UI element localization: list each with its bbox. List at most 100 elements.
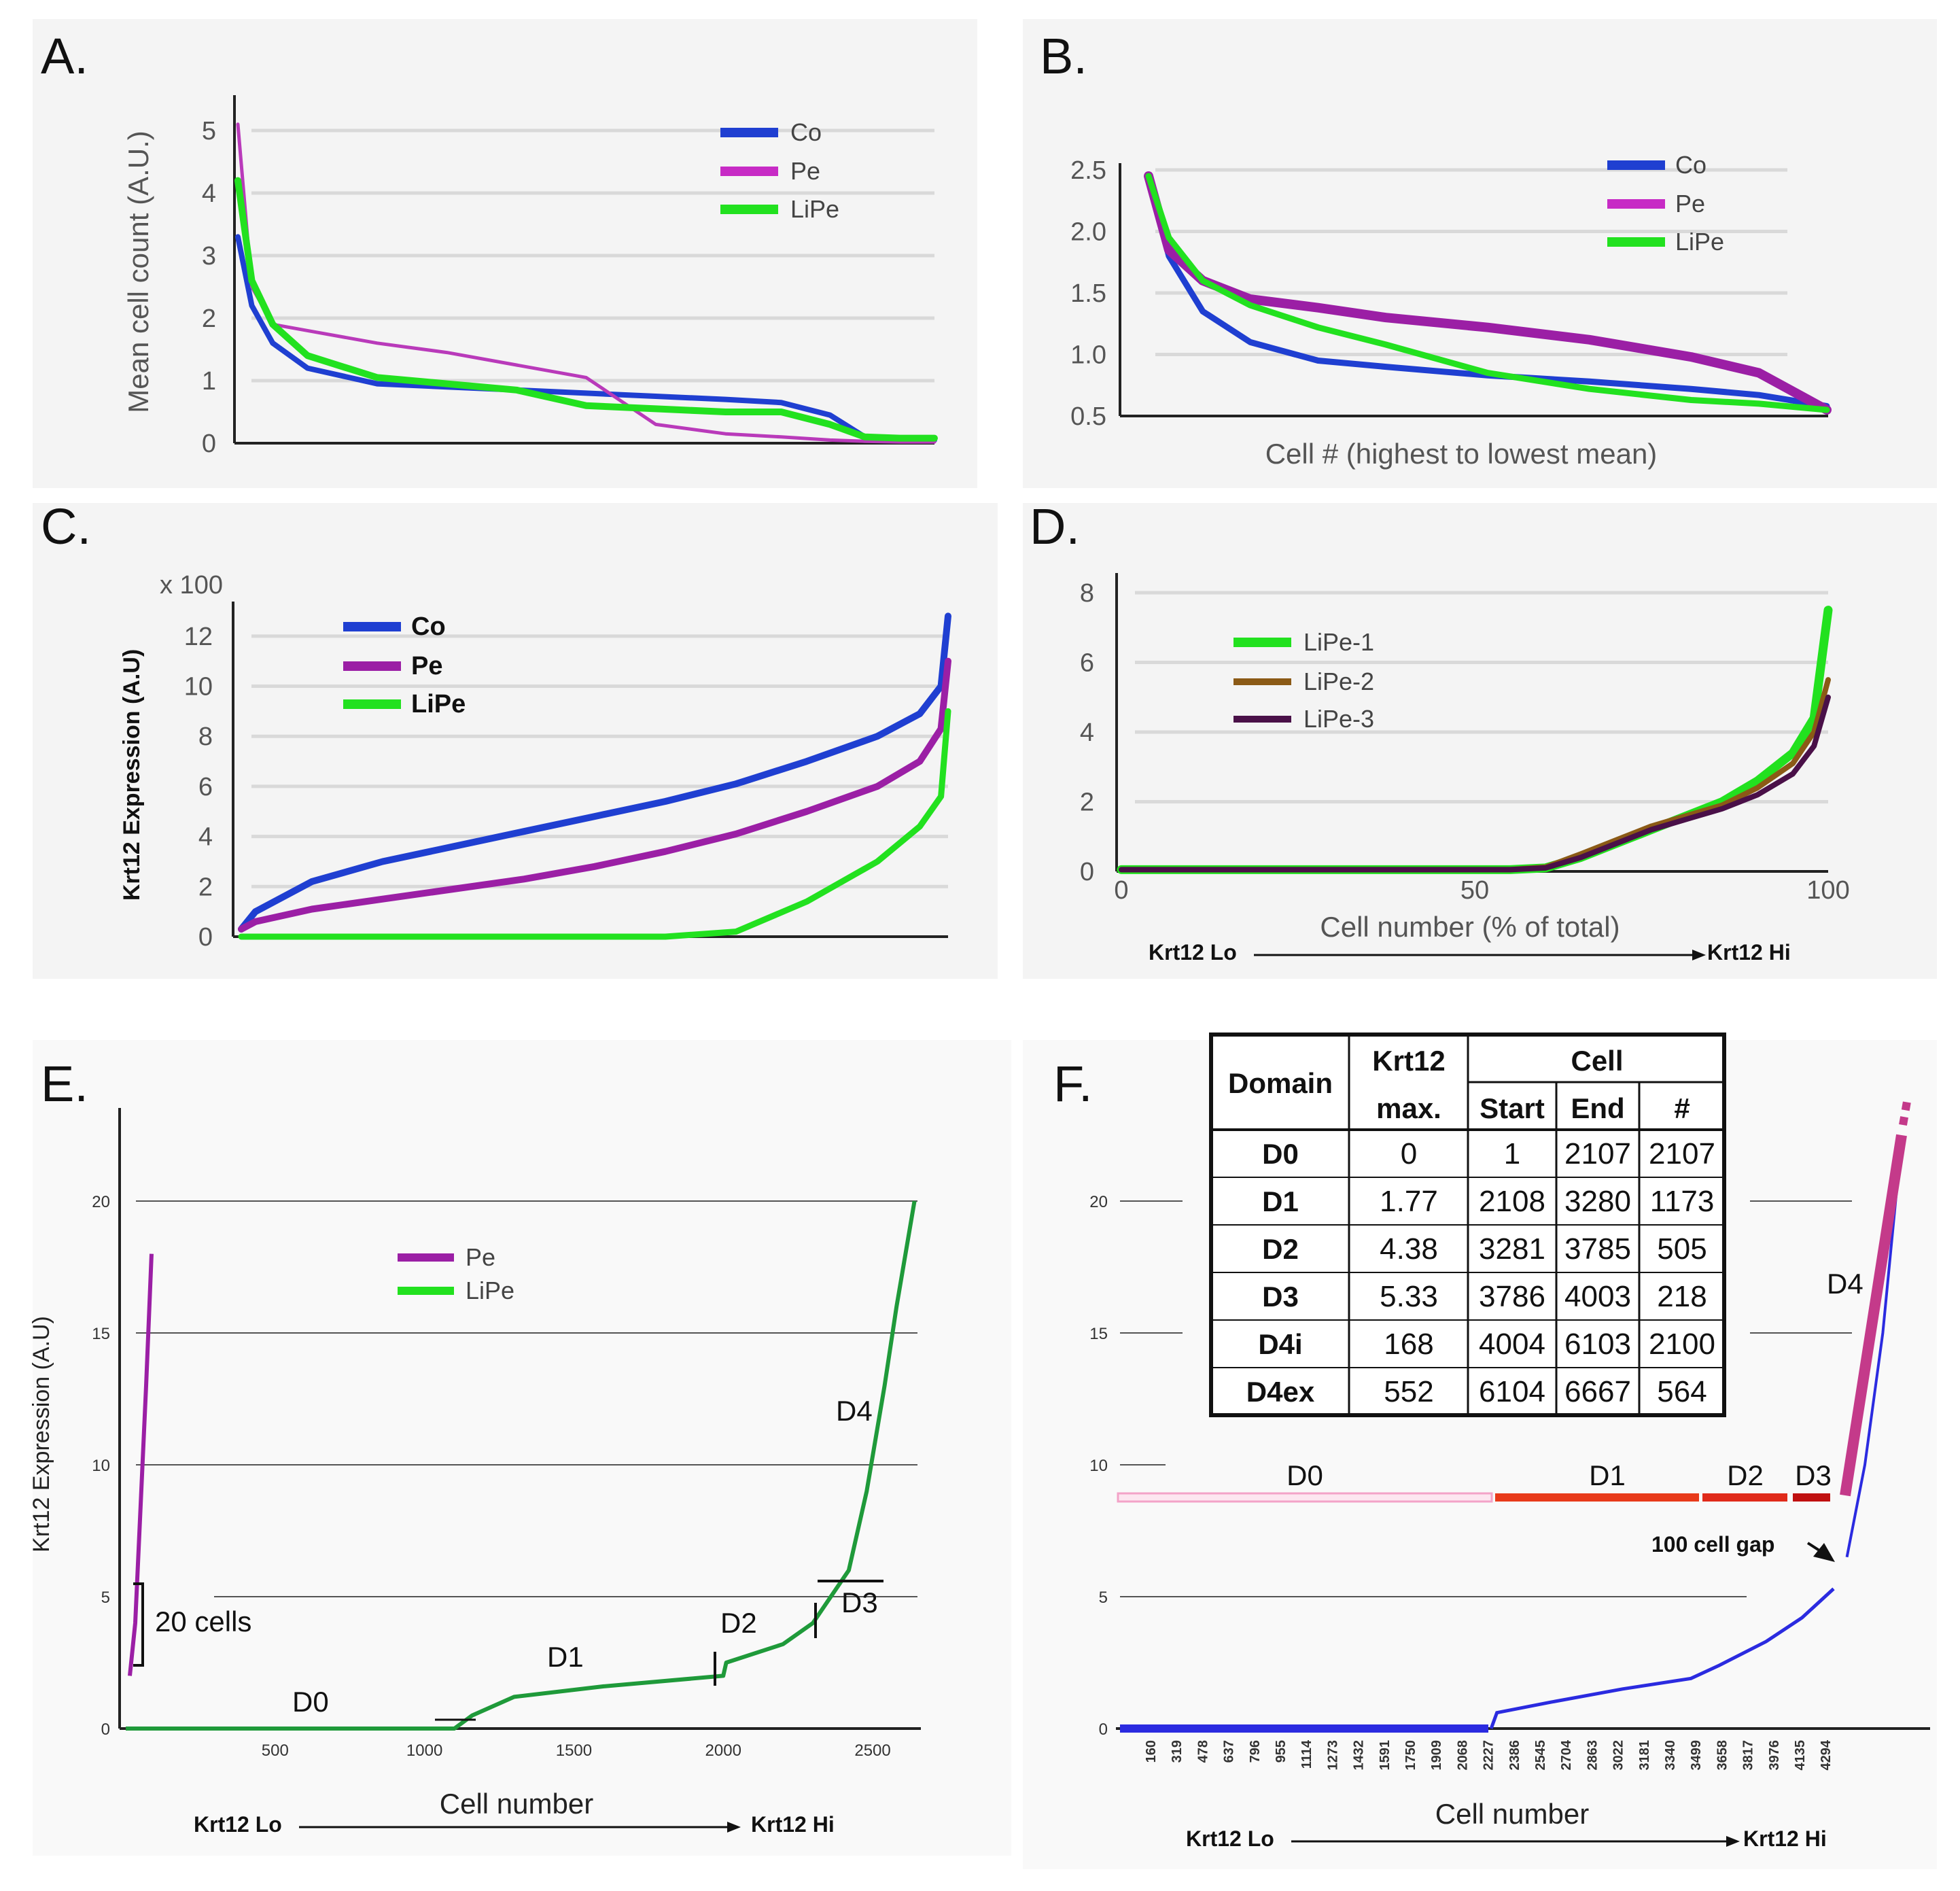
table-row-domain: D4i: [1258, 1328, 1302, 1360]
chart-e-lo-label: Krt12 Lo: [194, 1812, 282, 1837]
domain-bar-d2: [1702, 1493, 1787, 1502]
x-tick-label: 1114: [1299, 1739, 1314, 1769]
x-tick-label: 3340: [1663, 1740, 1678, 1771]
domain-label-d3: D3: [841, 1586, 878, 1618]
legend-label-co: Co: [411, 612, 446, 641]
table-row-domain: D0: [1262, 1138, 1299, 1170]
table-cell: 168: [1384, 1328, 1433, 1361]
domain-table: Domain Krt12 max. Cell Start End # D0 0 1 2…: [1209, 1033, 1726, 1417]
domain-label-d1: D1: [1589, 1459, 1626, 1491]
table-header-krt12: Krt12: [1372, 1045, 1445, 1077]
x-tick-label: 1750: [1403, 1740, 1418, 1771]
y-tick-label: 10: [1089, 1457, 1108, 1475]
table-cell: 3281: [1479, 1232, 1545, 1266]
domain-label-d3: D3: [1795, 1459, 1832, 1491]
chart-c-yscale: x 100: [160, 571, 223, 600]
legend-label-pe: Pe: [1675, 190, 1705, 218]
table-cell: 4003: [1564, 1280, 1631, 1313]
table-cell: 3280: [1564, 1185, 1631, 1218]
chart-c-legend: Co Pe LiPe: [343, 612, 466, 718]
domain-bar-d0: [1117, 1492, 1493, 1503]
table-cell: 5.33: [1380, 1280, 1438, 1313]
chart-d-lo-label: Krt12 Lo: [1149, 940, 1237, 965]
d4-band: [1840, 1134, 1907, 1497]
y-tick-label: 4: [1080, 718, 1094, 747]
table-cell: 505: [1657, 1232, 1707, 1266]
legend-label-lipe: LiPe: [1675, 228, 1724, 256]
x-tick-label: 2227: [1482, 1740, 1497, 1771]
x-tick-label: 1909: [1429, 1740, 1444, 1771]
domain-label-d1: D1: [547, 1641, 584, 1673]
y-tick-label: 12: [184, 623, 213, 651]
chart-d-hi-label: Krt12 Hi: [1707, 940, 1791, 965]
chart-e-xlabel: Cell number: [440, 1788, 593, 1820]
scale-bar: [133, 1582, 144, 1667]
chart-c: 0 2 4 6 8 10 12 x 100 Krt12 Expression (A.U) C…: [119, 571, 951, 952]
y-tick-label: 2: [198, 873, 213, 901]
y-tick-label: 20: [92, 1193, 110, 1211]
chart-f-lo-label: Krt12 Lo: [1186, 1826, 1274, 1851]
series-line-pe: [238, 657, 951, 933]
y-tick-label: 2: [202, 305, 216, 333]
table-header-max: max.: [1376, 1092, 1441, 1124]
x-tick-label: 3976: [1767, 1740, 1782, 1771]
y-tick-label: 3: [202, 242, 216, 271]
panel-label-c: C.: [41, 498, 91, 555]
table-cell: 3786: [1479, 1280, 1545, 1313]
chart-a-legend: Co Pe LiPe: [720, 118, 839, 223]
table-header-cell: Cell: [1571, 1045, 1623, 1077]
x-tick-label: 2000: [705, 1741, 741, 1760]
panel-label-b: B.: [1040, 28, 1087, 84]
chart-f-xlabel: Cell number: [1435, 1798, 1589, 1830]
y-tick-label: 5: [1099, 1589, 1108, 1607]
domain-label-d0: D0: [292, 1686, 329, 1718]
panel-label-f: F.: [1053, 1056, 1093, 1112]
arrow-head-icon: [1692, 950, 1706, 960]
legend-label-lipe: LiPe: [466, 1277, 514, 1304]
x-tick-label: 3658: [1715, 1740, 1730, 1771]
table-row-domain: D1: [1262, 1185, 1299, 1217]
y-tick-label: 4: [202, 179, 216, 208]
x-tick-label: 2500: [854, 1741, 890, 1760]
table-row-domain: D4ex: [1246, 1376, 1315, 1408]
x-tick-label: 100: [1806, 876, 1849, 905]
chart-d-xlabel: Cell number (% of total): [1320, 911, 1620, 943]
x-tick-label: 2863: [1585, 1740, 1600, 1771]
y-tick-label: 0: [198, 923, 213, 952]
table-cell: 1: [1504, 1137, 1520, 1170]
x-tick-label: 1432: [1352, 1740, 1367, 1771]
y-tick-label: 1.0: [1070, 341, 1106, 370]
chart-a: 0 1 2 3 4 5 Mean cell count (A.U.) Co Pe LiPe: [122, 95, 938, 458]
legend-label-lipe: LiPe: [790, 195, 839, 223]
legend-label-lipe: LiPe: [411, 690, 466, 718]
y-tick-label: 10: [92, 1457, 110, 1475]
y-tick-label: 0: [1099, 1720, 1108, 1739]
x-tick-label: 2068: [1455, 1740, 1470, 1771]
panel-label-e: E.: [41, 1056, 88, 1112]
x-tick-label: 3022: [1611, 1740, 1626, 1771]
y-tick-label: 2: [1080, 788, 1094, 817]
domain-label-d0: D0: [1287, 1459, 1323, 1491]
d4-band-extension: [1899, 1096, 1912, 1126]
domain-label-d4: D4: [1827, 1268, 1863, 1300]
y-tick-label: 0.5: [1070, 402, 1106, 431]
x-tick-label: 1500: [556, 1741, 592, 1760]
series-line-pe: [236, 122, 937, 444]
x-tick-label: 500: [262, 1741, 289, 1760]
table-cell: 3785: [1564, 1232, 1631, 1266]
arrow-head-icon: [727, 1822, 741, 1833]
legend-label-pe: Pe: [466, 1243, 495, 1271]
y-tick-label: 0: [202, 430, 216, 458]
panel-e-bg: [33, 1040, 1011, 1856]
table-cell: 1.77: [1380, 1185, 1438, 1218]
panel-c-bg: [33, 503, 998, 979]
y-tick-label: 0: [101, 1720, 110, 1739]
legend-label-lipe-3: LiPe-3: [1303, 705, 1374, 733]
table-header-count: #: [1674, 1092, 1690, 1124]
series-line-lipe: [126, 1200, 917, 1731]
x-tick-label: 3817: [1741, 1740, 1756, 1771]
table-header-start: Start: [1480, 1092, 1545, 1124]
series-line-lipe-3: [1119, 694, 1831, 873]
panel-d-bg: [1023, 503, 1937, 979]
x-tick-label: 160: [1144, 1740, 1159, 1763]
